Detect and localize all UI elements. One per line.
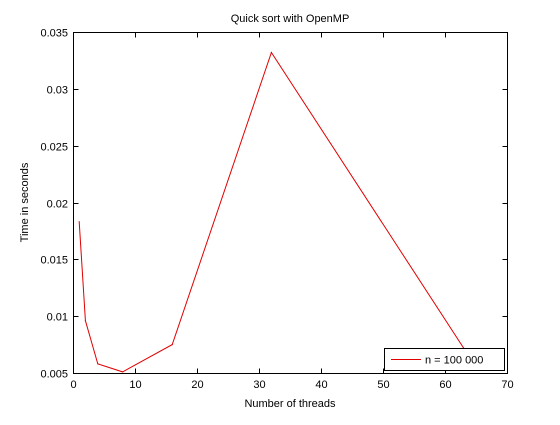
y-tick-label: 0.02 xyxy=(47,199,68,211)
y-axis-label: Time in seconds xyxy=(19,162,31,242)
x-tick-label: 60 xyxy=(439,379,451,391)
x-tick-label: 20 xyxy=(191,379,203,391)
legend: n = 100 000 xyxy=(384,348,505,371)
data-point xyxy=(122,371,124,373)
chart-title: Quick sort with OpenMP xyxy=(231,13,350,25)
x-tick-label: 50 xyxy=(377,379,389,391)
x-tick-label: 10 xyxy=(129,379,141,391)
x-tick-label: 0 xyxy=(70,379,76,391)
plot-area xyxy=(73,32,508,374)
x-tick-label: 70 xyxy=(501,379,513,391)
data-point xyxy=(270,51,272,54)
series-layer xyxy=(78,51,465,373)
data-point xyxy=(78,221,80,223)
x-tick-label: 30 xyxy=(253,379,265,391)
y-tick-label: 0.015 xyxy=(40,255,68,267)
x-tick-label: 40 xyxy=(315,379,327,391)
axis-ticks: 0 10 20 30 40 50 60 70 0.005 0.01 0.015 0.02 0.025 0.… xyxy=(40,28,513,392)
y-tick-label: 0.01 xyxy=(47,312,68,324)
data-point xyxy=(84,320,86,322)
y-tick-label: 0.035 xyxy=(40,28,68,40)
data-point xyxy=(171,344,173,346)
y-tick-label: 0.025 xyxy=(40,142,68,154)
y-tick-label: 0.03 xyxy=(47,85,68,97)
x-axis-label: Number of threads xyxy=(244,398,336,410)
data-point xyxy=(97,363,99,365)
legend-box xyxy=(384,348,505,371)
legend-label: n = 100 000 xyxy=(425,355,483,367)
y-tick-label: 0.005 xyxy=(40,369,68,381)
